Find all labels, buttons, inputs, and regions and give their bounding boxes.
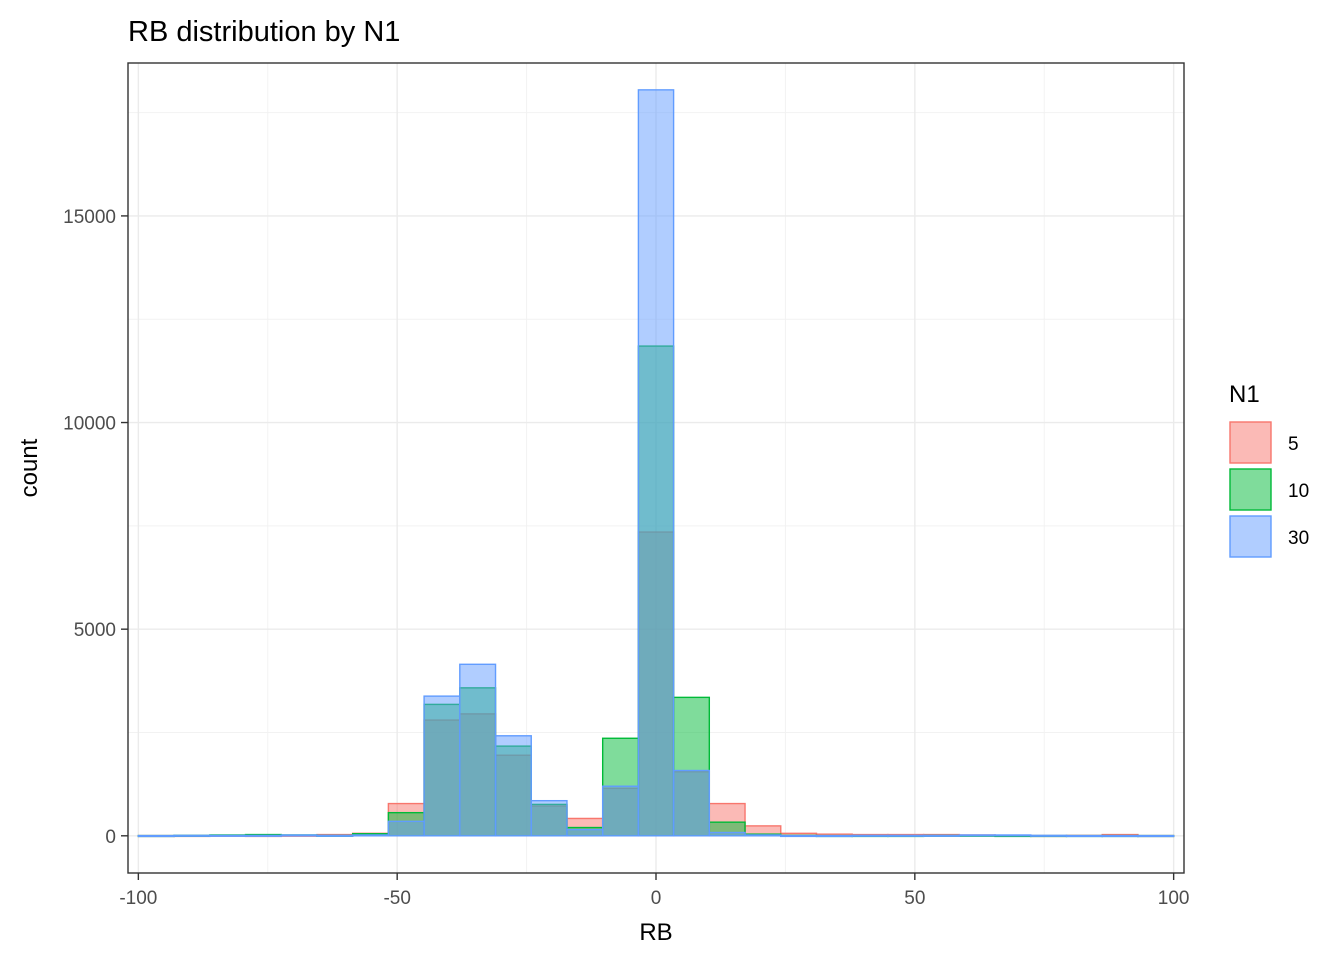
bar-series-30 — [423, 695, 461, 837]
legend-key-swatch — [1229, 468, 1272, 511]
x-axis: -100 -50 0 50 100 — [119, 873, 1189, 909]
bar-series-30 — [1101, 834, 1139, 838]
bar-series-30 — [780, 834, 818, 838]
bar-series-30 — [316, 834, 354, 837]
bar-series-30 — [922, 834, 961, 837]
bar-series-30 — [708, 831, 746, 837]
bar-series-30 — [672, 769, 711, 837]
bar-series-30 — [244, 834, 282, 837]
bar-series-30 — [566, 828, 604, 837]
bar-series-30 — [173, 834, 211, 837]
bar-series-30 — [351, 834, 390, 837]
x-tick-label: -50 — [383, 888, 410, 909]
bar-series-30 — [494, 735, 532, 837]
legend-item: 5 — [1229, 421, 1299, 464]
chart-title: RB distribution by N1 — [128, 16, 400, 48]
bar-series-30 — [280, 834, 318, 837]
bar-series-30 — [744, 834, 782, 837]
bar-series-30 — [637, 89, 675, 837]
bar-series-30 — [459, 663, 497, 837]
x-tick-label: 50 — [904, 888, 925, 909]
y-tick-label: 10000 — [63, 414, 116, 435]
bar-series-30 — [994, 834, 1032, 837]
legend-item: 10 — [1229, 468, 1309, 511]
legend-item: 30 — [1229, 515, 1309, 558]
bar-series-30 — [887, 834, 925, 837]
legend-key-swatch — [1229, 421, 1272, 464]
legend-key-swatch — [1229, 515, 1272, 558]
y-tick-label: 15000 — [63, 207, 116, 228]
bar-series-30 — [958, 834, 996, 837]
y-axis: 0 5000 10000 15000 — [63, 207, 128, 848]
y-tick-label: 5000 — [74, 620, 116, 641]
bar-series-30 — [601, 785, 640, 837]
bar-series-30 — [1065, 834, 1103, 838]
x-tick-label: 100 — [1158, 888, 1190, 909]
x-tick-label: 0 — [651, 888, 662, 909]
bar-series-30 — [137, 834, 175, 838]
legend-label: 30 — [1288, 528, 1309, 549]
x-axis-title: RB — [639, 919, 672, 946]
bar-series-30 — [1030, 834, 1068, 837]
bar-series-30 — [1137, 834, 1175, 838]
legend-title: N1 — [1229, 381, 1260, 408]
bar-series-30 — [815, 834, 853, 838]
bar-series-30 — [209, 834, 247, 837]
legend: N1 5 10 30 — [1229, 381, 1309, 558]
histogram-bars — [137, 89, 1175, 838]
x-tick-label: -100 — [119, 888, 157, 909]
y-tick-label: 0 — [105, 827, 116, 848]
bar-series-30 — [851, 834, 889, 837]
y-axis-title: count — [16, 438, 43, 497]
legend-label: 10 — [1288, 481, 1309, 502]
bar-series-30 — [387, 820, 425, 837]
bar-series-30 — [530, 799, 568, 837]
legend-label: 5 — [1288, 434, 1299, 455]
series-30 — [137, 89, 1175, 838]
